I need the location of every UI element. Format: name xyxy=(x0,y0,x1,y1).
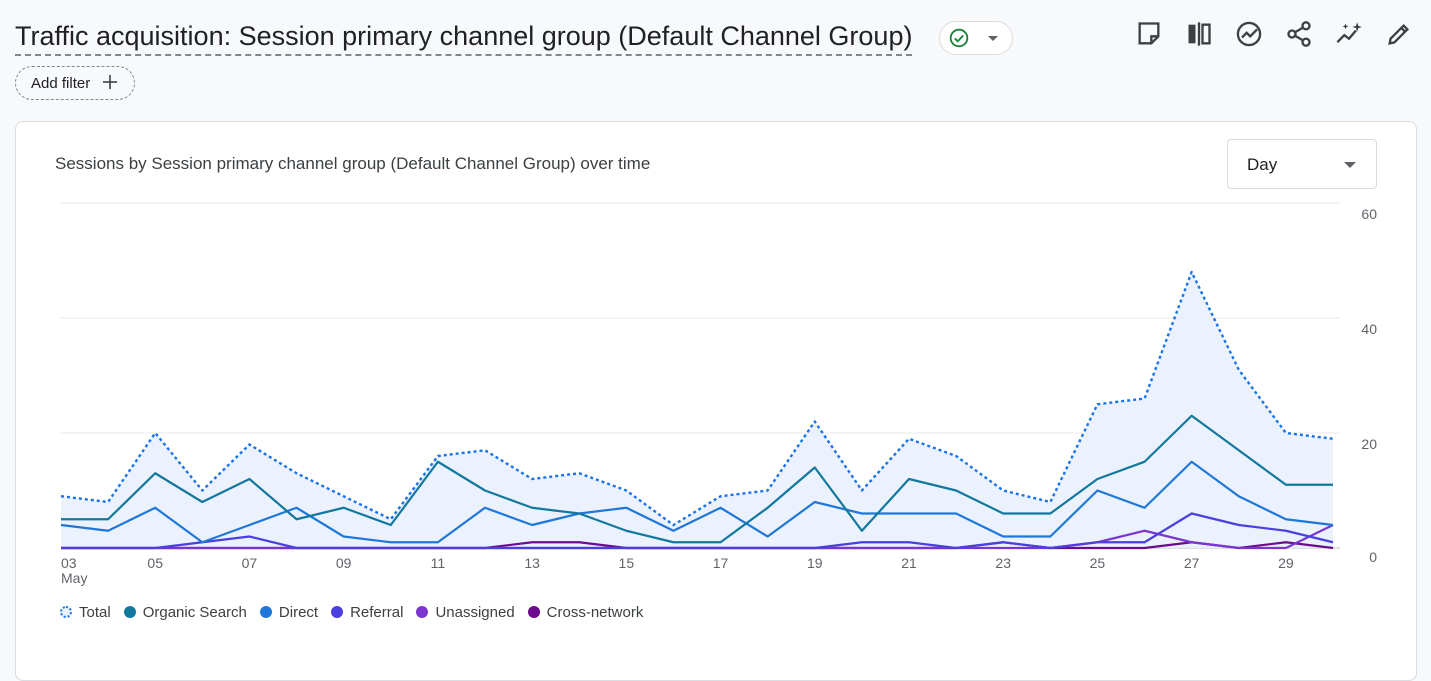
granularity-value: Day xyxy=(1247,155,1278,174)
x-tick-label: 17 xyxy=(713,555,729,571)
x-tick-label: 29 xyxy=(1278,555,1294,571)
chart-title: Sessions by Session primary channel grou… xyxy=(55,154,651,173)
legend-label: Unassigned xyxy=(435,603,515,621)
legend-item[interactable]: Total xyxy=(60,603,111,621)
legend-label: Total xyxy=(79,603,111,621)
legend-label: Referral xyxy=(350,603,404,621)
chevron-down-icon xyxy=(1344,162,1356,168)
edit-pencil-icon[interactable] xyxy=(1385,20,1413,48)
share-icon[interactable] xyxy=(1285,20,1313,48)
y-tick-label: 20 xyxy=(1361,436,1377,452)
legend-swatch xyxy=(259,606,272,618)
add-filter-label: Add filter xyxy=(31,75,91,92)
legend-swatch xyxy=(331,606,344,618)
legend-swatch xyxy=(60,606,72,618)
legend-swatch xyxy=(527,606,540,618)
x-tick-label: 13 xyxy=(524,555,540,571)
status-dropdown[interactable] xyxy=(939,21,1013,55)
legend-swatch xyxy=(416,606,429,618)
series-line-direct xyxy=(60,460,1334,544)
page-title[interactable]: Traffic acquisition: Session primary cha… xyxy=(15,18,913,56)
x-tick-label: 23 xyxy=(995,555,1011,571)
insights-icon[interactable] xyxy=(1235,20,1263,48)
note-icon[interactable] xyxy=(1135,20,1163,48)
chevron-down-icon xyxy=(988,36,998,41)
x-tick-label: 09 xyxy=(336,555,352,571)
x-tick-label: 05 xyxy=(147,555,163,571)
y-tick-label: 40 xyxy=(1361,321,1377,337)
series-line-referral xyxy=(61,512,1334,550)
x-tick-label: 15 xyxy=(619,555,635,571)
x-tick-label: 21 xyxy=(901,555,917,571)
x-tick-label: 19 xyxy=(807,555,823,571)
compare-icon[interactable] xyxy=(1185,20,1213,48)
legend-label: Organic Search xyxy=(142,603,247,621)
sparkle-trend-icon[interactable] xyxy=(1335,20,1363,48)
legend-swatch xyxy=(123,606,136,618)
chart-legend: Total Organic Search Direct Referral Unassig… xyxy=(60,603,656,621)
x-sublabel: May xyxy=(61,570,87,586)
legend-label: Cross-network xyxy=(546,603,644,621)
x-tick-label: 25 xyxy=(1090,555,1106,571)
legend-item[interactable]: Direct xyxy=(259,603,319,621)
legend-label: Direct xyxy=(278,603,319,621)
series-line-organic-search xyxy=(61,414,1333,544)
granularity-select[interactable]: Day xyxy=(1227,139,1377,189)
total-area xyxy=(61,272,1333,548)
y-tick-label: 60 xyxy=(1361,206,1377,222)
x-tick-label: 27 xyxy=(1184,555,1200,571)
x-tick-label: 11 xyxy=(431,555,446,571)
legend-item[interactable]: Organic Search xyxy=(123,603,247,621)
add-filter-button[interactable]: Add filter xyxy=(15,66,135,100)
y-tick-label: 0 xyxy=(1369,549,1377,565)
legend-item[interactable]: Referral xyxy=(331,603,403,621)
plus-icon xyxy=(103,75,117,89)
legend-item[interactable]: Unassigned xyxy=(416,603,515,621)
x-tick-label: 07 xyxy=(242,555,258,571)
x-tick-label: 03 xyxy=(61,555,77,571)
check-circle-icon xyxy=(949,28,969,48)
line-chart: 0 20 40 60 03 05 07 09 11 13 15 17 19 21 23 25 27 29 May xyxy=(60,202,1377,586)
legend-item[interactable]: Cross-network xyxy=(527,603,644,621)
